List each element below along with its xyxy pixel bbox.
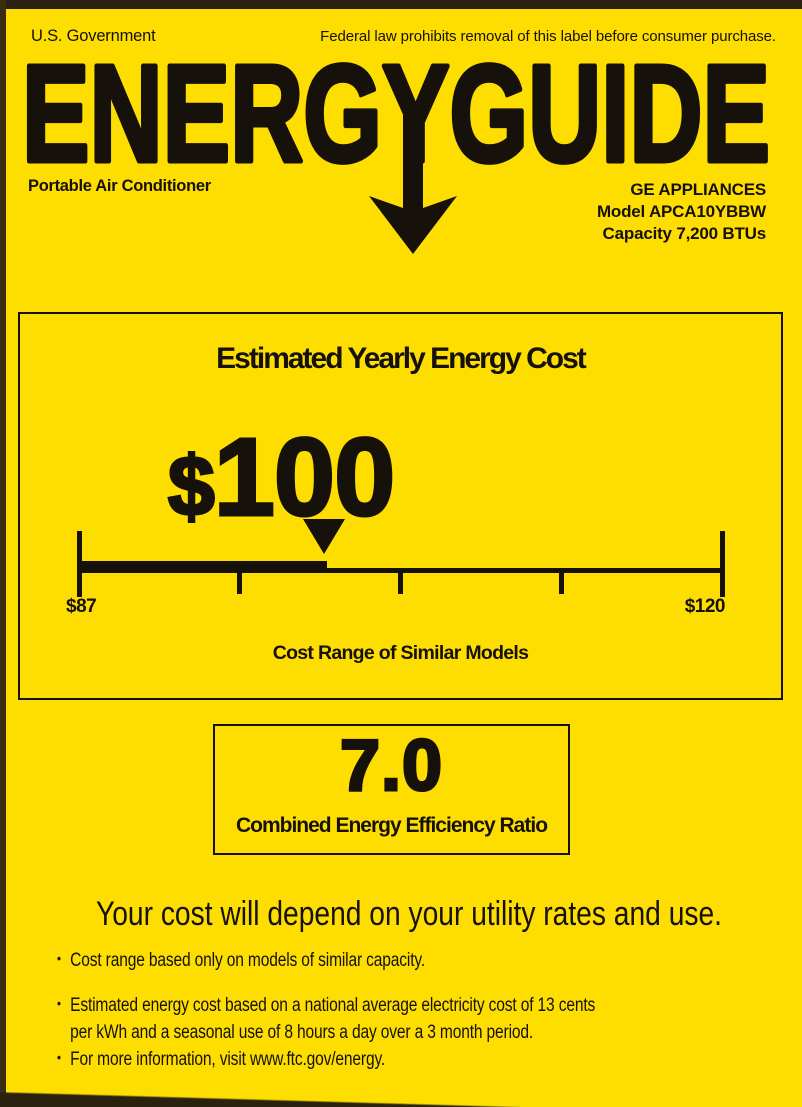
scale-right-end-tick — [720, 531, 725, 597]
scale-max-label: $120 — [684, 596, 726, 617]
cost-range-scale — [77, 519, 725, 597]
cost-range-caption: Cost Range of Similar Models — [272, 642, 529, 664]
footnote-item: Cost range based only on models of simil… — [57, 945, 598, 974]
scale-mid-tick-1 — [237, 568, 242, 594]
currency-symbol: $ — [167, 438, 217, 535]
capacity: Capacity 7,200 BTUs — [602, 224, 767, 243]
ceer-value: 7.0 — [338, 726, 444, 806]
ceer-caption: Combined Energy Efficiency Ratio — [235, 814, 548, 837]
manufacturer-block: GE APPLIANCES Model APCA10YBBW Capacity … — [597, 179, 766, 245]
footer-headline: Your cost will depend on your utility ra… — [96, 895, 722, 933]
footnote-item: For more information, visit www.ftc.gov/… — [57, 1044, 598, 1073]
us-government-text: U.S. Government — [31, 27, 156, 45]
scale-filled-segment — [79, 561, 327, 573]
footnote-item: Estimated energy cost based on a nationa… — [57, 990, 598, 1046]
model-number: Model APCA10YBBW — [596, 202, 766, 221]
photo-edge-left — [0, 0, 6, 1107]
cost-box-title: Estimated Yearly Energy Cost — [216, 342, 587, 375]
down-arrow-icon — [369, 108, 457, 254]
cost-marker-icon — [303, 519, 345, 554]
scale-min-label: $87 — [66, 596, 97, 617]
footer-headline-text: Your cost will depend on your utility ra… — [96, 895, 722, 933]
product-type: Portable Air Conditioner — [28, 177, 211, 195]
photo-edge-bottom — [0, 1092, 520, 1107]
scale-mid-tick-3 — [559, 568, 564, 594]
manufacturer-name: GE APPLIANCES — [630, 180, 766, 199]
photo-edge-top — [0, 0, 802, 9]
estimated-cost-box: Estimated Yearly Energy Cost $100 $87 $1… — [18, 312, 783, 700]
federal-law-notice: Federal law prohibits removal of this la… — [320, 28, 776, 45]
ceer-box: 7.0 Combined Energy Efficiency Ratio — [213, 724, 570, 855]
energyguide-logo: ENERGYGUIDE — [22, 50, 773, 254]
footnote-list: Cost range based only on models of simil… — [57, 945, 598, 1073]
logo-wordmark: ENERGYGUIDE — [22, 50, 770, 191]
scale-mid-tick-2 — [398, 568, 403, 594]
